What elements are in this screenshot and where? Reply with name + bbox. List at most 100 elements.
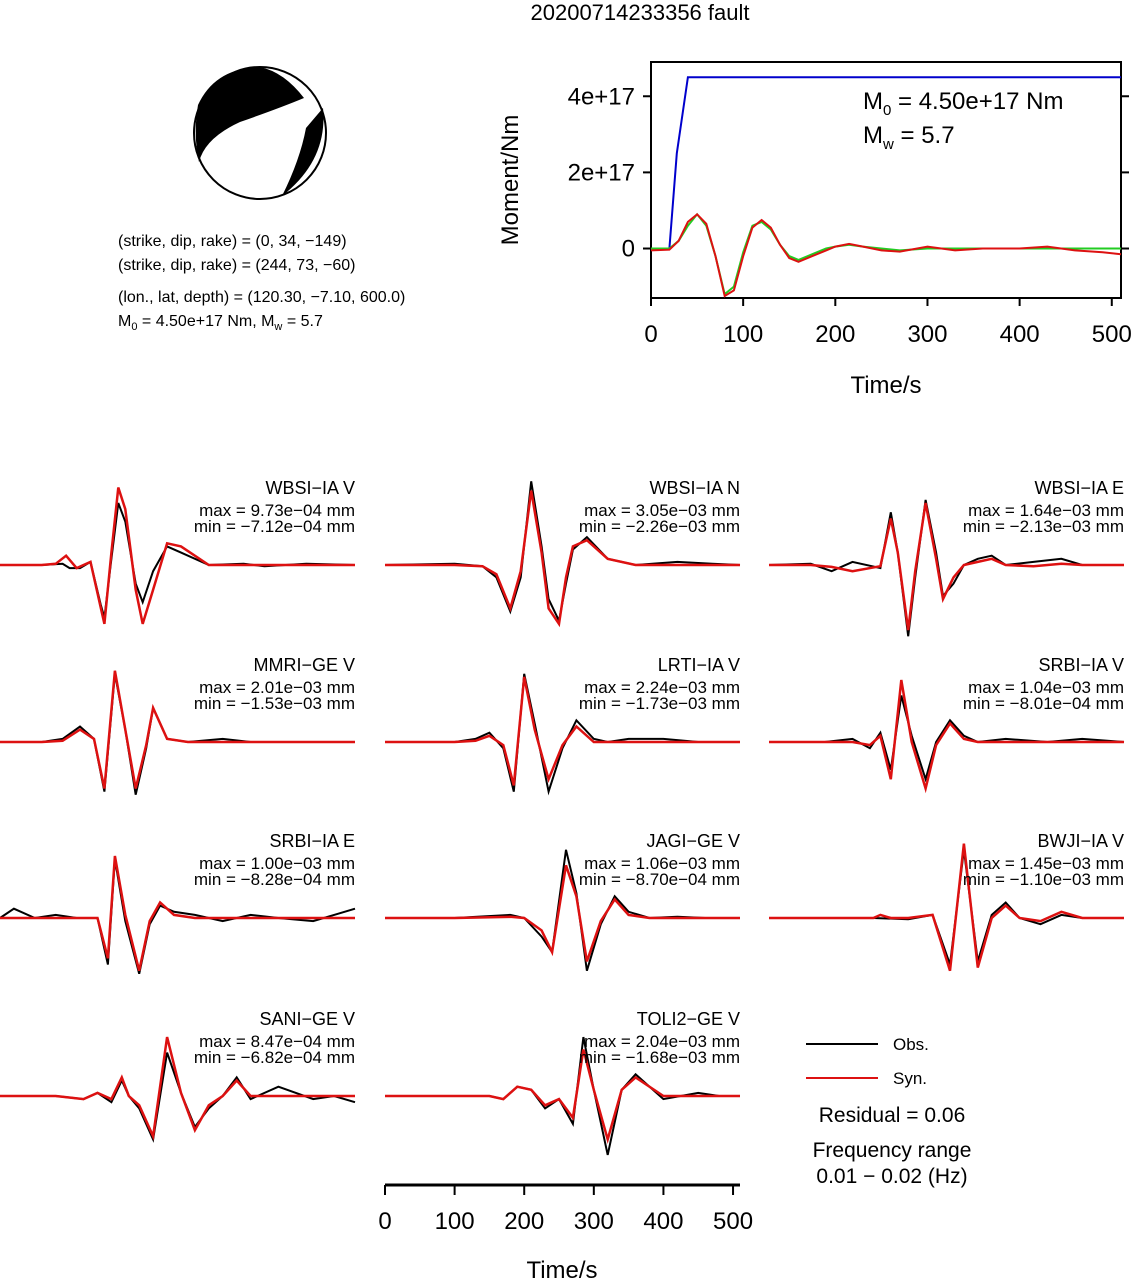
mw-symbol: M bbox=[863, 122, 883, 149]
legend-frequency-title: Frequency range bbox=[813, 1139, 972, 1162]
waveform-xtick-label: 500 bbox=[713, 1208, 753, 1235]
mechanism-moment: M0 = 4.50e+17 Nm, Mw = 5.7 bbox=[118, 313, 323, 333]
moment-ytick-label: 2e+17 bbox=[568, 159, 635, 186]
moment-ytick-label: 4e+17 bbox=[568, 83, 635, 110]
waveform-xtick-label: 100 bbox=[435, 1208, 475, 1235]
moment-xtick-label: 500 bbox=[1092, 321, 1132, 348]
mechanism-plane-1: (strike, dip, rake) = (0, 34, −149) bbox=[118, 233, 347, 250]
station-max: max = 2.04e−03 mm bbox=[584, 1032, 740, 1051]
beachball-compressional-b bbox=[282, 108, 324, 196]
mechanism-location: (lon., lat, depth) = (120.30, −7.10, 600… bbox=[118, 289, 405, 306]
moment-xtick-label: 200 bbox=[815, 321, 855, 348]
station-max: max = 3.05e−03 mm bbox=[584, 501, 740, 520]
beachball bbox=[193, 66, 327, 200]
synthetic-trace bbox=[769, 502, 1124, 631]
waveform-xtick-label: 400 bbox=[643, 1208, 683, 1235]
synthetic-trace bbox=[385, 490, 740, 628]
moment-xtick-label: 100 bbox=[723, 321, 763, 348]
waveform-time-axis: 0 100 200 300 400 500 bbox=[378, 1183, 753, 1235]
magnitude-subscript: w bbox=[273, 321, 282, 333]
legend: Obs. Syn. Residual = 0.06 Frequency rang… bbox=[806, 1035, 971, 1188]
waveform-xtick-label: 0 bbox=[378, 1208, 391, 1235]
moment-chart-frame bbox=[650, 61, 1122, 299]
station-max: max = 9.73e−04 mm bbox=[199, 501, 355, 520]
station-max: max = 1.00e−03 mm bbox=[199, 854, 355, 873]
legend-frequency-value: 0.01 − 0.02 (Hz) bbox=[816, 1165, 967, 1188]
legend-obs-label: Obs. bbox=[893, 1035, 929, 1054]
station-min: min = −1.10e−03 mm bbox=[963, 870, 1124, 889]
moment-symbol: M bbox=[118, 313, 131, 330]
m0-symbol: M bbox=[863, 88, 883, 115]
moment-value: = 4.50e+17 Nm, M bbox=[137, 313, 274, 330]
station-max: max = 2.24e−03 mm bbox=[584, 678, 740, 697]
moment-xtick-label: 0 bbox=[644, 321, 657, 348]
station-min: min = −6.82e−04 mm bbox=[194, 1048, 355, 1067]
station-label: SRBI−IA V bbox=[1038, 655, 1124, 675]
moment-ytick-label: 0 bbox=[622, 236, 635, 263]
magnitude-value: = 5.7 bbox=[282, 313, 323, 330]
station-max: max = 1.45e−03 mm bbox=[968, 854, 1124, 873]
moment-chart-xaxis: 0 100 200 300 400 500 bbox=[644, 298, 1132, 348]
moment-annotation-m0: M0 = 4.50e+17 Nm bbox=[863, 88, 1063, 119]
waveform-xlabel: Time/s bbox=[526, 1257, 597, 1281]
station-label: TOLI2−GE V bbox=[637, 1009, 740, 1029]
station-label: WBSI−IA N bbox=[649, 478, 740, 498]
station-min: min = −8.70e−04 mm bbox=[579, 870, 740, 889]
synthetic-trace bbox=[0, 487, 355, 625]
moment-annotation-mw: Mw = 5.7 bbox=[863, 122, 955, 153]
station-max: max = 8.47e−04 mm bbox=[199, 1032, 355, 1051]
station-label: WBSI−IA V bbox=[265, 478, 355, 498]
station-min: min = −1.73e−03 mm bbox=[579, 694, 740, 713]
legend-residual: Residual = 0.06 bbox=[819, 1104, 966, 1127]
synthetic-trace bbox=[0, 855, 355, 972]
station-min: min = −2.26e−03 mm bbox=[579, 517, 740, 536]
mw-value: = 5.7 bbox=[894, 122, 955, 149]
m0-value: = 4.50e+17 Nm bbox=[891, 88, 1063, 115]
station-label: LRTI−IA V bbox=[658, 655, 740, 675]
moment-chart-ylabel: Moment/Nm bbox=[497, 115, 524, 246]
station-min: min = −7.12e−04 mm bbox=[194, 517, 355, 536]
station-label: SRBI−IA E bbox=[269, 831, 355, 851]
station-min: min = −1.68e−03 mm bbox=[579, 1048, 740, 1067]
waveform-xtick-label: 300 bbox=[574, 1208, 614, 1235]
m0-subscript: 0 bbox=[883, 102, 891, 119]
synthetic-trace bbox=[0, 1036, 355, 1141]
moment-chart-yaxis: 0 2e+17 4e+17 bbox=[568, 83, 1129, 263]
station-label: WBSI−IA E bbox=[1034, 478, 1124, 498]
beachball-compressional-a bbox=[195, 67, 304, 162]
legend-syn-label: Syn. bbox=[893, 1069, 927, 1088]
moment-xtick-label: 300 bbox=[907, 321, 947, 348]
moment-chart-xlabel: Time/s bbox=[850, 372, 921, 399]
station-max: max = 1.64e−03 mm bbox=[968, 501, 1124, 520]
figure-title: 20200714233356 fault bbox=[531, 0, 750, 25]
synthetic-trace bbox=[769, 843, 1124, 972]
waveform-xtick-label: 200 bbox=[504, 1208, 544, 1235]
moment-subscript: 0 bbox=[131, 321, 137, 333]
station-min: min = −1.53e−03 mm bbox=[194, 694, 355, 713]
synthetic-trace bbox=[385, 1049, 740, 1145]
station-max: max = 1.06e−03 mm bbox=[584, 854, 740, 873]
station-label: JAGI−GE V bbox=[646, 831, 740, 851]
station-min: min = −8.28e−04 mm bbox=[194, 870, 355, 889]
station-max: max = 2.01e−03 mm bbox=[199, 678, 355, 697]
station-label: SANI−GE V bbox=[259, 1009, 355, 1029]
moment-chart: 0 100 200 300 400 500 0 2e+17 4e+17 Time/s Mome… bbox=[497, 61, 1132, 399]
synthetic-trace bbox=[769, 679, 1124, 794]
moment-chart-lines bbox=[650, 76, 1122, 298]
station-min: min = −8.01e−04 mm bbox=[963, 694, 1124, 713]
observed-trace bbox=[385, 673, 740, 796]
moment-xtick-label: 400 bbox=[1000, 321, 1040, 348]
mechanism-info: (strike, dip, rake) = (0, 34, −149) (str… bbox=[118, 233, 405, 333]
